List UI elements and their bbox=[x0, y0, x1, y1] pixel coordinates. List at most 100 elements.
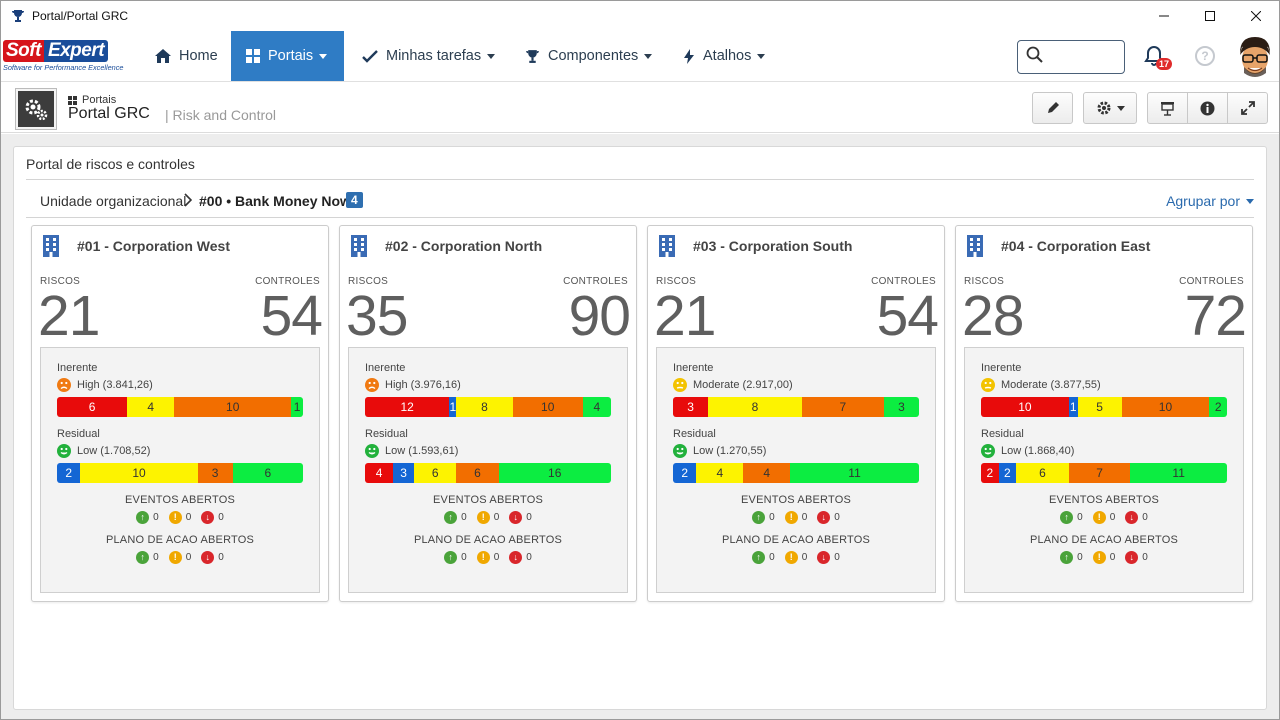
controls-count[interactable]: 90 bbox=[568, 284, 631, 348]
risk-segment-orange[interactable]: 10 bbox=[174, 397, 292, 417]
card-title[interactable]: #02 - Corporation North bbox=[385, 238, 543, 254]
counter-late[interactable]: ↓ 0 bbox=[509, 511, 532, 524]
risk-segment-red[interactable]: 6 bbox=[57, 397, 128, 417]
risk-segment-orange[interactable]: 6 bbox=[456, 463, 499, 483]
risk-segment-green[interactable]: 6 bbox=[232, 463, 303, 483]
org-unit-label[interactable]: Unidade organizacional bbox=[40, 193, 187, 209]
counter-on-time[interactable]: ↑ 0 bbox=[136, 511, 159, 524]
counter-warning[interactable]: ! 0 bbox=[784, 551, 807, 564]
risk-segment-yellow[interactable]: 10 bbox=[80, 463, 198, 483]
counter-warning[interactable]: ! 0 bbox=[168, 511, 191, 524]
nav-tasks[interactable]: Minhas tarefas bbox=[362, 31, 496, 81]
presentation-button[interactable] bbox=[1147, 92, 1188, 124]
risk-segment-orange[interactable]: 7 bbox=[801, 397, 884, 417]
risk-segment-red[interactable]: 10 bbox=[981, 397, 1069, 417]
breadcrumb-portals[interactable]: Portais bbox=[82, 94, 117, 106]
counter-warning[interactable]: ! 0 bbox=[1092, 551, 1115, 564]
risk-segment-blue[interactable]: 2 bbox=[673, 463, 697, 483]
counter-late[interactable]: ↓ 0 bbox=[817, 551, 840, 564]
minimize-button[interactable] bbox=[1141, 1, 1187, 31]
search-input[interactable] bbox=[1047, 49, 1117, 65]
risk-segment-yellow[interactable]: 6 bbox=[414, 463, 457, 483]
grid-icon bbox=[246, 49, 260, 63]
counter-late[interactable]: ↓ 0 bbox=[509, 551, 532, 564]
risk-segment-red[interactable]: 12 bbox=[365, 397, 450, 417]
nav-shortcuts[interactable]: Atalhos bbox=[683, 31, 766, 81]
counter-late[interactable]: ↓ 0 bbox=[817, 511, 840, 524]
risk-segment-orange[interactable]: 4 bbox=[743, 463, 791, 483]
counter-on-time[interactable]: ↑ 0 bbox=[136, 551, 159, 564]
risk-segment-orange[interactable]: 10 bbox=[1121, 397, 1210, 417]
fullscreen-button[interactable] bbox=[1227, 92, 1268, 124]
risk-segment-yellow[interactable]: 5 bbox=[1077, 397, 1122, 417]
settings-button[interactable] bbox=[1083, 92, 1137, 124]
risk-segment-green[interactable]: 3 bbox=[883, 397, 919, 417]
group-by-dropdown[interactable]: Agrupar por bbox=[1166, 193, 1254, 209]
notifications-button[interactable]: 17 bbox=[1144, 45, 1174, 71]
risk-segment-blue[interactable]: 1 bbox=[449, 397, 457, 417]
counter-on-time[interactable]: ↑ 0 bbox=[444, 551, 467, 564]
risk-segment-yellow[interactable]: 8 bbox=[708, 397, 802, 417]
counter-on-time[interactable]: ↑ 0 bbox=[444, 511, 467, 524]
counter-warning[interactable]: ! 0 bbox=[1092, 511, 1115, 524]
risk-segment-yellow[interactable]: 6 bbox=[1016, 463, 1069, 483]
risk-segment-green[interactable]: 1 bbox=[291, 397, 303, 417]
risk-segment-red[interactable]: 4 bbox=[365, 463, 394, 483]
counter-warning[interactable]: ! 0 bbox=[476, 551, 499, 564]
nav-portals[interactable]: Portais bbox=[231, 31, 344, 81]
risk-segment-green[interactable]: 4 bbox=[582, 397, 611, 417]
nav-home[interactable]: Home bbox=[155, 31, 218, 81]
card-title[interactable]: #03 - Corporation South bbox=[693, 238, 853, 254]
edit-button[interactable] bbox=[1032, 92, 1073, 124]
risk-segment-blue[interactable]: 1 bbox=[1068, 397, 1078, 417]
risk-segment-blue[interactable]: 2 bbox=[57, 463, 81, 483]
counter-late[interactable]: ↓ 0 bbox=[201, 551, 224, 564]
help-icon[interactable]: ? bbox=[1195, 46, 1215, 66]
counter-late[interactable]: ↓ 0 bbox=[1125, 551, 1148, 564]
counter-on-time[interactable]: ↑ 0 bbox=[752, 551, 775, 564]
risks-count[interactable]: 21 bbox=[38, 284, 100, 348]
risk-segment-green[interactable]: 11 bbox=[790, 463, 919, 483]
risk-segment-yellow[interactable]: 8 bbox=[456, 397, 513, 417]
risk-segment-green[interactable]: 2 bbox=[1209, 397, 1227, 417]
controls-count[interactable]: 54 bbox=[260, 284, 323, 348]
org-unit-card[interactable]: #04 - Corporation East RISCOS CONTROLES … bbox=[955, 225, 1253, 602]
risk-segment-blue[interactable]: 2 bbox=[998, 463, 1017, 483]
counter-late[interactable]: ↓ 0 bbox=[201, 511, 224, 524]
risk-segment-orange[interactable]: 7 bbox=[1068, 463, 1131, 483]
user-avatar[interactable] bbox=[1234, 33, 1276, 81]
card-title[interactable]: #01 - Corporation West bbox=[77, 238, 230, 254]
risk-segment-orange[interactable]: 3 bbox=[197, 463, 233, 483]
info-button[interactable] bbox=[1187, 92, 1228, 124]
nav-components[interactable]: Componentes bbox=[525, 31, 653, 81]
org-unit-card[interactable]: #03 - Corporation South RISCOS CONTROLES… bbox=[647, 225, 945, 602]
softexpert-logo[interactable]: Soft Expert Software for Performance Exc… bbox=[3, 40, 133, 74]
counter-on-time[interactable]: ↑ 0 bbox=[752, 511, 775, 524]
risk-segment-orange[interactable]: 10 bbox=[512, 397, 583, 417]
risk-segment-yellow[interactable]: 4 bbox=[696, 463, 744, 483]
counter-warning[interactable]: ! 0 bbox=[168, 551, 191, 564]
controls-count[interactable]: 72 bbox=[1184, 284, 1247, 348]
search-box[interactable] bbox=[1017, 40, 1125, 74]
risk-segment-red[interactable]: 2 bbox=[981, 463, 999, 483]
org-unit-value: #00 • Bank Money Now bbox=[199, 193, 351, 209]
controls-count[interactable]: 54 bbox=[876, 284, 939, 348]
counter-late[interactable]: ↓ 0 bbox=[1125, 511, 1148, 524]
risk-segment-green[interactable]: 11 bbox=[1130, 463, 1227, 483]
counter-warning[interactable]: ! 0 bbox=[784, 511, 807, 524]
counter-on-time[interactable]: ↑ 0 bbox=[1060, 511, 1083, 524]
counter-warning[interactable]: ! 0 bbox=[476, 511, 499, 524]
org-unit-card[interactable]: #01 - Corporation West RISCOS CONTROLES … bbox=[31, 225, 329, 602]
risk-segment-yellow[interactable]: 4 bbox=[127, 397, 175, 417]
card-title[interactable]: #04 - Corporation East bbox=[1001, 238, 1151, 254]
risk-segment-red[interactable]: 3 bbox=[673, 397, 709, 417]
org-unit-card[interactable]: #02 - Corporation North RISCOS CONTROLES… bbox=[339, 225, 637, 602]
risk-segment-green[interactable]: 16 bbox=[498, 463, 611, 483]
risks-count[interactable]: 21 bbox=[654, 284, 716, 348]
close-button[interactable] bbox=[1233, 1, 1279, 31]
risks-count[interactable]: 35 bbox=[346, 284, 408, 348]
risk-segment-blue[interactable]: 3 bbox=[393, 463, 415, 483]
maximize-button[interactable] bbox=[1187, 1, 1233, 31]
counter-on-time[interactable]: ↑ 0 bbox=[1060, 551, 1083, 564]
risks-count[interactable]: 28 bbox=[962, 284, 1024, 348]
